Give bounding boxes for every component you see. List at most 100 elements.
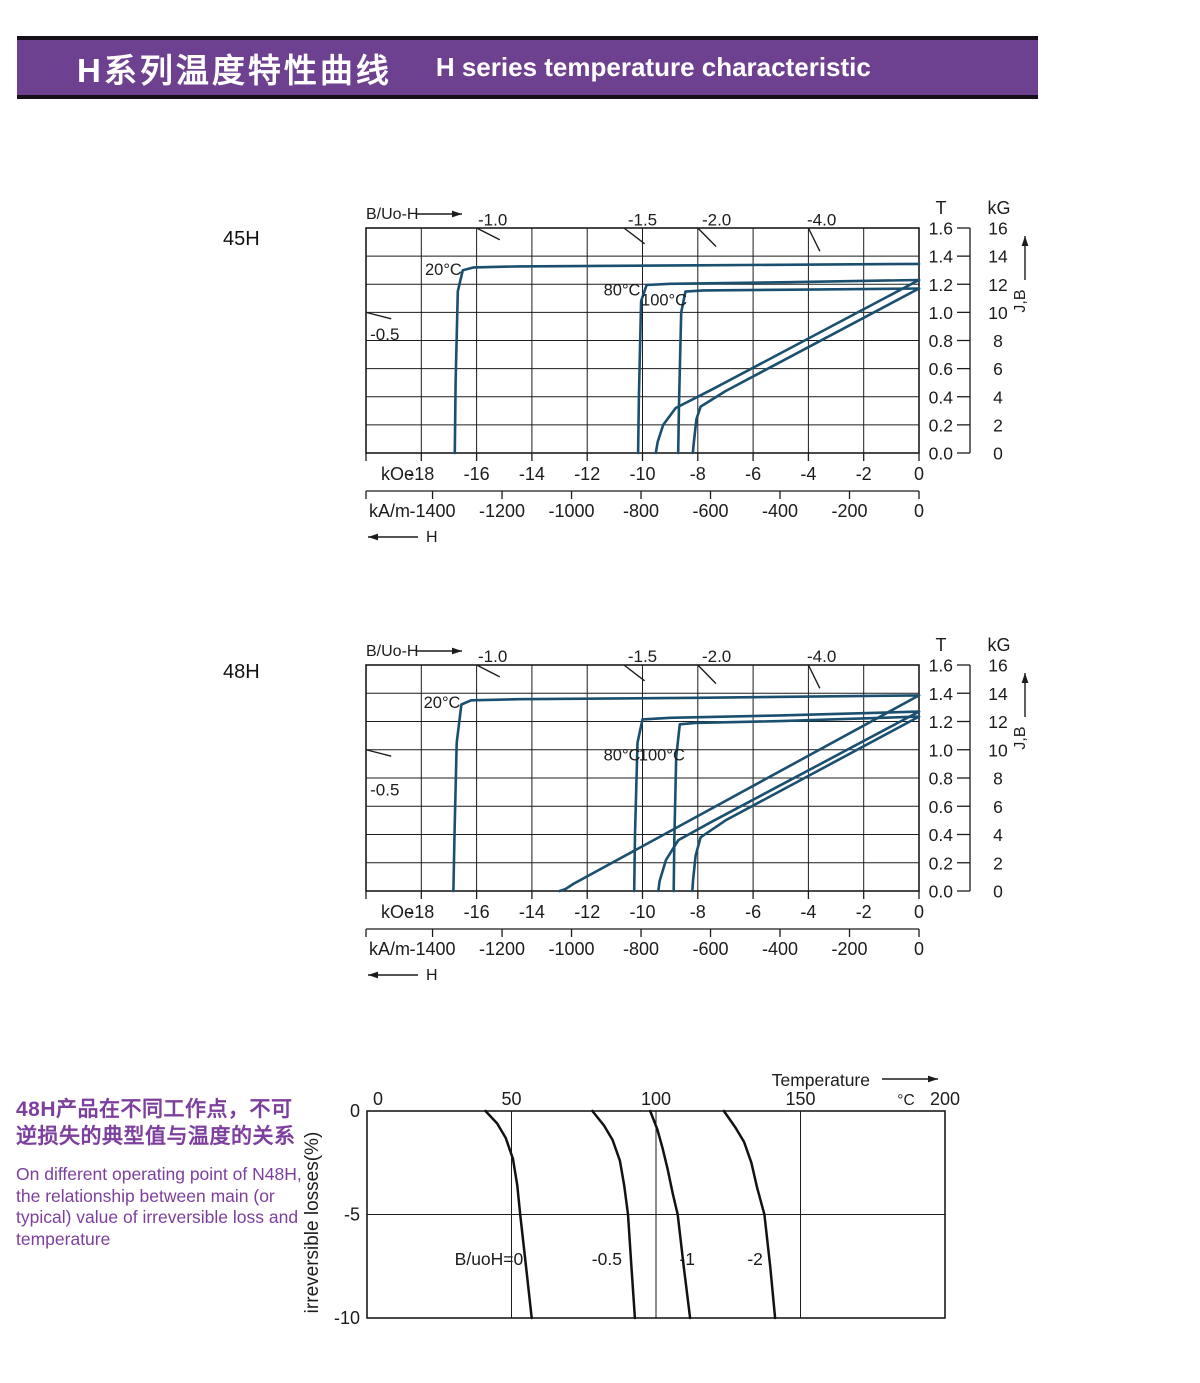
koe-tick-label: -2 (856, 464, 872, 484)
load-line-label-1-5: -1.5 (628, 210, 657, 229)
t-tick-label: 0.2 (929, 853, 953, 873)
kg-tick-label: 16 (988, 656, 1007, 676)
kam-tick-label: -1400 (410, 501, 456, 521)
curve-demag-45h-b-h-100c (691, 287, 921, 455)
kg-tick-label: 14 (988, 684, 1008, 704)
loss-tick-label: 0 (350, 1101, 360, 1121)
curve-demag-48h-b-h-100c (691, 715, 921, 893)
koe-tick-label: -10 (629, 464, 655, 484)
h-direction-arrow-head (368, 971, 378, 979)
koe-tick-label: -12 (574, 464, 600, 484)
curve-demag-45h-j-h-20c (453, 262, 921, 455)
kg-tick-label: 6 (993, 359, 1003, 379)
koe-tick-label: -14 (519, 902, 545, 922)
loss-tick-label: -10 (334, 1308, 360, 1328)
koe-tick-label: -18 (408, 464, 434, 484)
b-uoh-axis-label: B/Uo-H (366, 206, 418, 223)
koe-tick-label: 0 (914, 464, 924, 484)
curve-b-uoh-2 (722, 1109, 777, 1320)
load-line-label-4-0: -4.0 (807, 210, 836, 229)
kam-tick-label: -600 (693, 501, 729, 521)
curve-demag-48h-j-h-20c (452, 694, 921, 893)
kam-unit-label: kA/m (369, 501, 410, 521)
load-line-mark-1-0 (476, 664, 501, 678)
curve-label-b-uoh-2: -2 (747, 1249, 763, 1269)
load-line-label-1-0: -1.0 (478, 647, 507, 666)
note-en-line-4: temperature (16, 1228, 111, 1249)
loss-tick-label: -5 (344, 1205, 360, 1225)
curve-label-b-uoh-1: -1 (679, 1249, 695, 1269)
kg-tick-label: 10 (988, 740, 1008, 760)
t-tick-label: 0.4 (929, 387, 954, 407)
kam-tick-label: -1000 (549, 939, 595, 959)
t-tick-label: 1.4 (929, 684, 954, 704)
koe-tick-label: -14 (519, 464, 545, 484)
kam-tick-label: -200 (831, 501, 867, 521)
koe-tick-label: -2 (856, 902, 872, 922)
kam-unit-label: kA/m (369, 939, 410, 959)
grade-label-45h: 45H (223, 228, 260, 250)
curve-label-j-h-100c: 100°C (639, 746, 685, 764)
load-line-label-4-0: -4.0 (807, 647, 836, 666)
b-uoh-axis-label: B/Uo-H (366, 643, 418, 660)
t-tick-label: 1.2 (929, 275, 953, 295)
celsius-unit-label: °C (897, 1092, 914, 1109)
jb-direction-arrow-head (1021, 236, 1029, 246)
temperature-arrow-head (928, 1075, 938, 1083)
kg-tick-label: 0 (993, 882, 1003, 902)
t-tick-label: 0.0 (929, 444, 954, 464)
koe-tick-label: -8 (690, 464, 706, 484)
kam-tick-label: -1200 (479, 939, 525, 959)
koe-tick-label: -10 (629, 902, 655, 922)
kam-tick-label: -600 (693, 939, 729, 959)
t-tick-label: 1.2 (929, 712, 953, 732)
jb-direction-arrow-head (1021, 673, 1029, 683)
temperature-axis-label: Temperature (772, 1070, 870, 1090)
t-tick-label: 1.6 (929, 656, 953, 676)
curve-demag-48h-j-h-100c (672, 715, 921, 893)
koe-tick-label: -6 (745, 902, 761, 922)
t-tick-label: 1.6 (929, 219, 953, 239)
note-en-line-2: the relationship between main (or (16, 1185, 275, 1206)
curve-demag-45h-b-h-80c (654, 278, 921, 455)
note-zh-line-2: 逆损失的典型值与温度的关系 (16, 1125, 296, 1148)
load-line-mark-2-0 (697, 227, 717, 248)
t-tick-label: 0.6 (929, 359, 953, 379)
kg-tick-label: 16 (988, 219, 1007, 239)
koe-tick-label: -16 (464, 464, 490, 484)
kam-tick-label: -200 (831, 939, 867, 959)
jb-axis-label: J,B (1012, 726, 1029, 749)
koe-tick-label: -4 (800, 464, 816, 484)
koe-unit-label: kOe (381, 902, 414, 922)
t-tick-label: 1.0 (929, 303, 954, 323)
temp-tick-label: 150 (785, 1089, 815, 1109)
kg-tick-label: 4 (993, 825, 1003, 845)
curve-b-uoh-0-5 (591, 1109, 637, 1320)
t-tick-label: 1.0 (929, 740, 954, 760)
t-tick-label: 0.4 (929, 825, 954, 845)
curve-label-j-h-100c: 100°C (641, 291, 687, 309)
kam-tick-label: 0 (914, 501, 924, 521)
load-line-label-1-5: -1.5 (628, 647, 657, 666)
load-line-label-2-0: -2.0 (702, 647, 731, 666)
jb-axis-label: J,B (1012, 289, 1029, 312)
note-en-line-1: On different operating point of N48H, (16, 1164, 302, 1184)
curve-b-uoh-0 (484, 1109, 533, 1320)
page-title-english: H series temperature characteristic (435, 52, 871, 82)
koe-unit-label: kOe (381, 464, 414, 484)
demag-chart-48h: B/Uo-H -0.5 -1.0 -1.5 -2.0 -4.0 -18 -16 -14 -12 -1… (365, 635, 1029, 984)
curve-label-b-uoh-0: B/uoH=0 (455, 1249, 524, 1269)
koe-tick-label: -16 (464, 902, 490, 922)
loss-chart-note: 48H产品在不同工作点，不可 逆损失的典型值与温度的关系 On differen… (16, 1096, 316, 1250)
curve-demag-48h-b-h-20c (558, 694, 921, 893)
kam-tick-label: -800 (623, 939, 659, 959)
t-tick-label: 0.8 (929, 769, 953, 789)
curve-demag-48h-j-h-80c (632, 710, 921, 893)
loss-axis-label: irreversible losses(%) (302, 1132, 323, 1314)
kam-tick-label: -400 (762, 939, 798, 959)
curve-b-uoh-1 (648, 1109, 692, 1320)
kam-tick-label: -800 (623, 501, 659, 521)
t-unit-label: T (936, 635, 947, 655)
kg-tick-label: 6 (993, 797, 1003, 817)
load-line-label-1-0: -1.0 (478, 210, 507, 229)
